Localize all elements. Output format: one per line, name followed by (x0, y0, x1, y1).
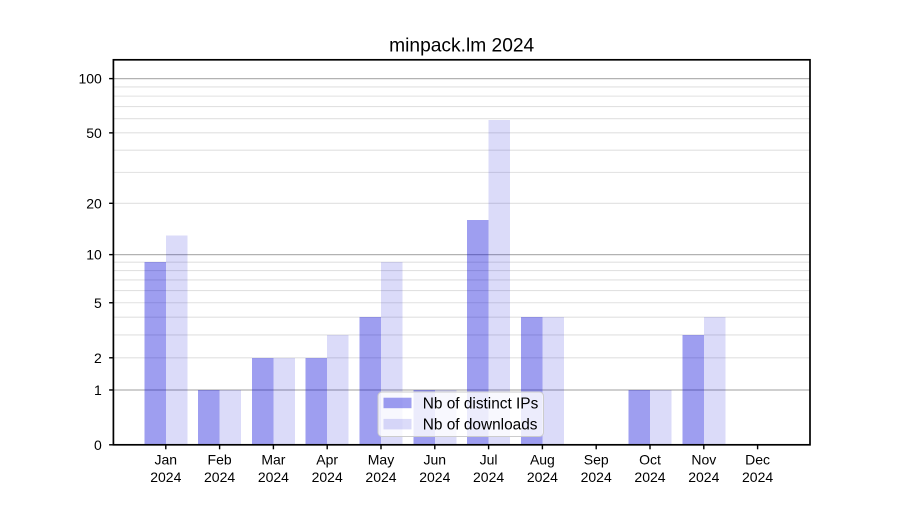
svg-text:2024: 2024 (688, 469, 719, 485)
svg-text:Sep: Sep (584, 452, 609, 468)
svg-text:2024: 2024 (742, 469, 773, 485)
svg-text:1: 1 (94, 382, 102, 398)
svg-text:Jun: Jun (424, 452, 447, 468)
svg-text:2024: 2024 (473, 469, 504, 485)
svg-text:20: 20 (86, 195, 102, 211)
svg-text:Dec: Dec (745, 452, 770, 468)
svg-text:2024: 2024 (312, 469, 343, 485)
svg-text:Apr: Apr (316, 452, 338, 468)
svg-text:Mar: Mar (261, 452, 285, 468)
svg-text:Jul: Jul (480, 452, 498, 468)
svg-text:2024: 2024 (365, 469, 396, 485)
svg-text:May: May (368, 452, 394, 468)
svg-text:Aug: Aug (530, 452, 555, 468)
svg-text:2: 2 (94, 350, 102, 366)
svg-text:2024: 2024 (150, 469, 181, 485)
svg-text:2024: 2024 (204, 469, 235, 485)
svg-text:5: 5 (94, 295, 102, 311)
svg-text:2024: 2024 (581, 469, 612, 485)
svg-text:50: 50 (86, 125, 102, 141)
svg-text:Nb of distinct IPs: Nb of distinct IPs (423, 395, 539, 412)
svg-text:2024: 2024 (258, 469, 289, 485)
svg-text:Nb of downloads: Nb of downloads (423, 417, 538, 434)
svg-text:2024: 2024 (419, 469, 450, 485)
svg-text:0: 0 (94, 437, 102, 453)
svg-text:Feb: Feb (208, 452, 232, 468)
svg-text:2024: 2024 (527, 469, 558, 485)
svg-text:10: 10 (86, 247, 102, 263)
svg-text:Oct: Oct (639, 452, 661, 468)
svg-text:100: 100 (78, 71, 102, 87)
svg-text:2024: 2024 (634, 469, 665, 485)
svg-text:Nov: Nov (691, 452, 716, 468)
svg-text:Jan: Jan (155, 452, 178, 468)
svg-text:minpack.lm 2024: minpack.lm 2024 (389, 36, 534, 57)
